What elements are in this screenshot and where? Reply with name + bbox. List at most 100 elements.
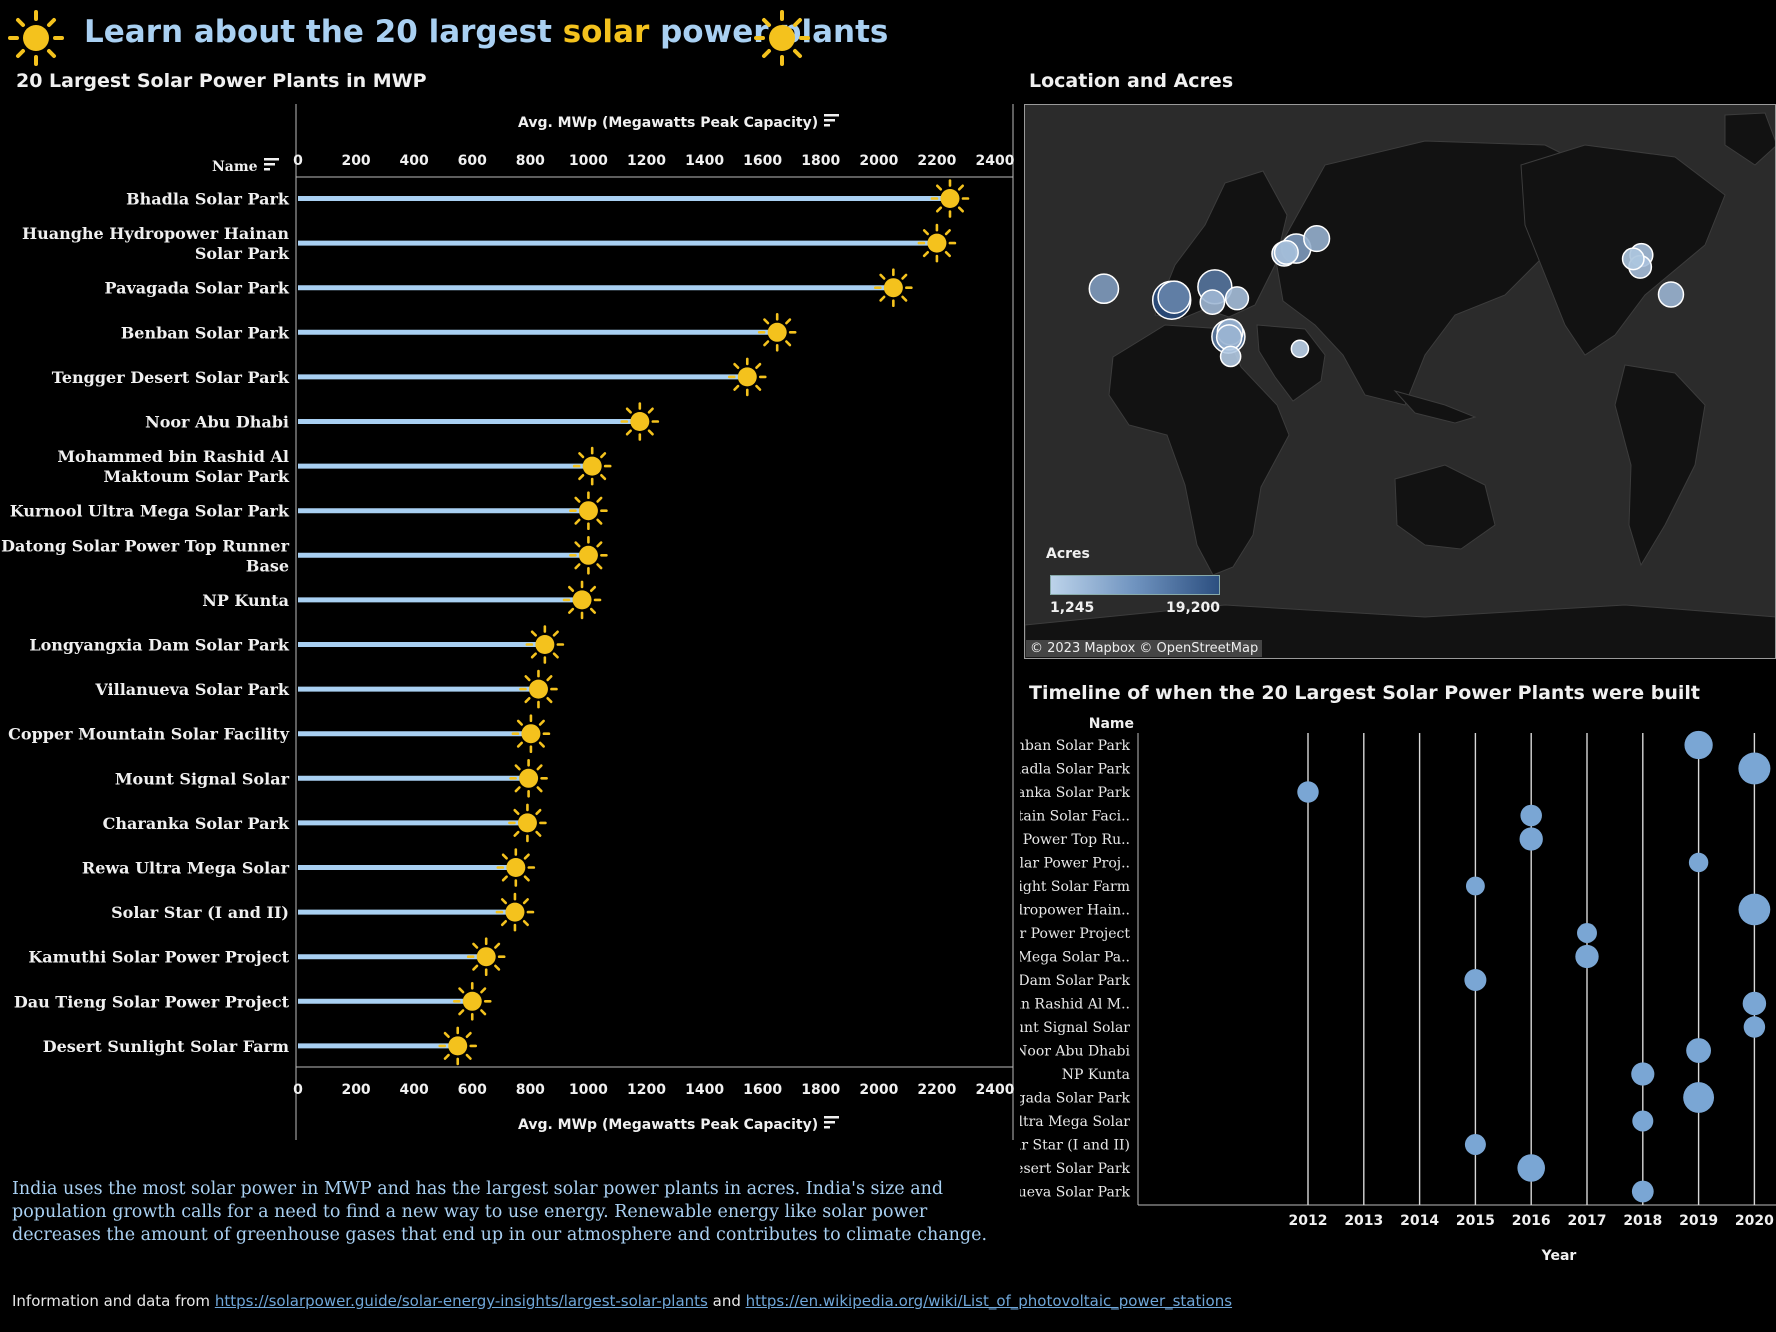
bar-chart: 0 0 200 200 400 400 600 600 800 800 1000 1000 1200 12… (1, 104, 1015, 1140)
timeline-row-label: Desert Sunlight Solar Farm (1020, 879, 1130, 895)
timeline-bubble[interactable] (1683, 1082, 1715, 1113)
x-tick-label: 1000 (569, 153, 608, 169)
timeline-bubble[interactable] (1577, 923, 1597, 943)
timeline-bubble[interactable] (1632, 1110, 1654, 1132)
timeline-bubble[interactable] (1738, 893, 1771, 926)
map-canvas[interactable] (1025, 105, 1776, 659)
timeline-row-label: Benban Solar Park (1020, 738, 1131, 754)
bar-sun-marker (930, 179, 970, 218)
map-attribution[interactable]: © 2023 Mapbox © OpenStreetMap (1026, 640, 1263, 657)
year-tick-label: 2019 (1679, 1213, 1718, 1229)
timeline-bubble[interactable] (1575, 944, 1599, 969)
map-bubble[interactable] (1621, 247, 1645, 271)
timeline-bubble[interactable] (1631, 1062, 1655, 1086)
map-bubble[interactable] (1290, 339, 1310, 359)
timeline-row-label: Pavagada Solar Park (1020, 1091, 1131, 1107)
map-bubble[interactable] (1219, 345, 1242, 368)
x-tick-label: 2000 (859, 1082, 898, 1098)
year-tick-label: 2018 (1623, 1213, 1662, 1229)
category-label: Datong Solar Power Top Runner (1, 536, 289, 555)
year-tick-label: 2015 (1456, 1213, 1495, 1229)
bar-sun-marker (874, 268, 913, 308)
timeline-x-title: Year (1541, 1248, 1577, 1264)
timeline-bubble[interactable] (1743, 1016, 1766, 1038)
x-tick-label: 2400 (976, 1082, 1015, 1098)
bar-sun-marker (562, 580, 602, 620)
map[interactable] (1024, 104, 1776, 659)
sort-icon[interactable] (824, 114, 840, 132)
timeline-bubble[interactable] (1520, 804, 1542, 827)
timeline-row-label: Copper Mountain Solar Faci.. (1020, 809, 1130, 825)
timeline-row-label: Datong Solar Power Top Ru.. (1020, 832, 1130, 848)
sort-icon[interactable] (824, 1116, 840, 1134)
axis-title-text: Avg. MWp (Megawatts Peak Capacity) (518, 1117, 819, 1133)
year-tick-label: 2020 (1735, 1213, 1774, 1229)
timeline-row-label: Dau Tieng Solar Power Proj.. (1020, 856, 1130, 872)
x-tick-label: 800 (516, 1082, 545, 1098)
bar-sun-marker (508, 803, 547, 843)
timeline-row-label: Huanghe Hydropower Hain.. (1020, 903, 1130, 919)
bar-sun-marker (569, 535, 608, 575)
bar-sun-marker (525, 625, 565, 664)
x-tick-label: 1800 (801, 1082, 840, 1098)
category-label: Base (246, 556, 289, 575)
category-label: Solar Park (195, 244, 290, 263)
category-label: Dau Tieng Solar Power Project (14, 992, 290, 1011)
timeline-row-label: Villanueva Solar Park (1020, 1185, 1131, 1201)
map-bubble[interactable] (1303, 225, 1331, 253)
x-tick-label: 200 (341, 1082, 370, 1098)
map-bubble[interactable] (1273, 239, 1299, 265)
x-tick-label: 2000 (859, 153, 898, 169)
x-tick-label: 2400 (976, 153, 1015, 169)
x-tick-label: 800 (516, 153, 545, 169)
timeline-bubble[interactable] (1631, 1180, 1654, 1203)
name-header-text: Name (212, 159, 258, 175)
timeline-bubble[interactable] (1688, 852, 1709, 873)
timeline-row-label: Kurnool Ultra Mega Solar Pa.. (1020, 950, 1130, 966)
map-bubble[interactable] (1157, 280, 1191, 314)
bar-name-header: Name (212, 158, 280, 176)
source-link-2[interactable]: https://en.wikipedia.org/wiki/List_of_ph… (745, 1292, 1233, 1310)
category-label: Pavagada Solar Park (105, 279, 290, 298)
x-tick-label: 2200 (917, 1082, 956, 1098)
timeline-row-label: Mohammed bin Rashid Al M.. (1020, 997, 1130, 1013)
timeline-row-label: Longyangxia Dam Solar Park (1020, 973, 1131, 989)
year-tick-label: 2016 (1512, 1213, 1551, 1229)
legend-max: 19,200 (1166, 600, 1221, 616)
x-tick-label: 2200 (917, 153, 956, 169)
timeline-bubble[interactable] (1464, 969, 1487, 991)
year-tick-label: 2017 (1568, 1213, 1607, 1229)
x-tick-label: 1600 (743, 1082, 782, 1098)
year-tick-label: 2012 (1289, 1213, 1328, 1229)
timeline-bubble[interactable] (1519, 827, 1543, 851)
x-tick-label: 400 (400, 1082, 429, 1098)
timeline-bubble[interactable] (1464, 1134, 1486, 1155)
bar-sun-marker (438, 1026, 478, 1066)
bar-sun-marker (620, 402, 660, 441)
x-tick-label: 400 (400, 153, 429, 169)
x-tick-label: 1000 (569, 1082, 608, 1098)
map-bubble[interactable] (1088, 273, 1120, 305)
narrative-text: India uses the most solar power in MWP a… (12, 1179, 988, 1245)
timeline-bubble[interactable] (1684, 730, 1713, 760)
map-bubble[interactable] (1224, 286, 1250, 311)
bar-sun-marker (917, 223, 957, 263)
x-tick-label: 1600 (743, 153, 782, 169)
x-tick-label: 200 (341, 153, 370, 169)
timeline-bubble[interactable] (1738, 752, 1771, 785)
timeline-bubble[interactable] (1297, 781, 1319, 803)
timeline-bubble[interactable] (1742, 991, 1767, 1016)
category-label: Copper Mountain Solar Facility (8, 725, 290, 744)
year-tick-label: 2013 (1344, 1213, 1383, 1229)
sun-icon (8, 10, 64, 66)
sort-icon[interactable] (263, 158, 280, 176)
map-bubble[interactable] (1199, 289, 1226, 316)
timeline-row-label: Tengger Desert Solar Park (1020, 1161, 1131, 1177)
source-link-1[interactable]: https://solarpower.guide/solar-energy-in… (214, 1292, 708, 1310)
timeline-bubble[interactable] (1686, 1038, 1712, 1063)
legend-title: Acres (1046, 546, 1090, 562)
timeline-name-header: Name (1089, 716, 1134, 732)
timeline-bubble[interactable] (1465, 876, 1485, 896)
timeline-bubble[interactable] (1517, 1154, 1545, 1182)
map-bubble[interactable] (1657, 281, 1685, 308)
